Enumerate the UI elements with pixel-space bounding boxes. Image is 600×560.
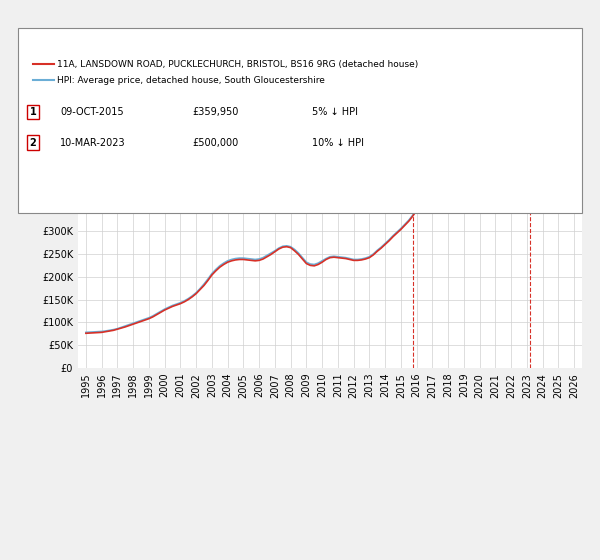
Text: 1: 1 [29, 107, 37, 117]
Text: £359,950: £359,950 [192, 107, 238, 117]
Text: 2: 2 [526, 68, 533, 78]
Text: 11A, LANSDOWN ROAD, PUCKLECHURCH, BRISTOL, BS16 9RG (detached house): 11A, LANSDOWN ROAD, PUCKLECHURCH, BRISTO… [57, 60, 418, 69]
Text: 10-MAR-2023: 10-MAR-2023 [60, 138, 125, 148]
Text: HPI: Average price, detached house, South Gloucestershire: HPI: Average price, detached house, Sout… [57, 76, 325, 85]
Text: Price paid vs. HM Land Registry's House Price Index (HPI): Price paid vs. HM Land Registry's House … [181, 44, 479, 54]
Text: 5% ↓ HPI: 5% ↓ HPI [312, 107, 358, 117]
Text: 2: 2 [29, 138, 37, 148]
Text: £500,000: £500,000 [192, 138, 238, 148]
Text: 10% ↓ HPI: 10% ↓ HPI [312, 138, 364, 148]
Text: Contains HM Land Registry data © Crown copyright and database right 2024.
This d: Contains HM Land Registry data © Crown c… [30, 176, 329, 196]
Text: 11A, LANSDOWN ROAD, PUCKLECHURCH, BRISTOL, BS16 9RG: 11A, LANSDOWN ROAD, PUCKLECHURCH, BRISTO… [148, 30, 512, 43]
Text: 09-OCT-2015: 09-OCT-2015 [60, 107, 124, 117]
Text: 1: 1 [410, 68, 416, 78]
